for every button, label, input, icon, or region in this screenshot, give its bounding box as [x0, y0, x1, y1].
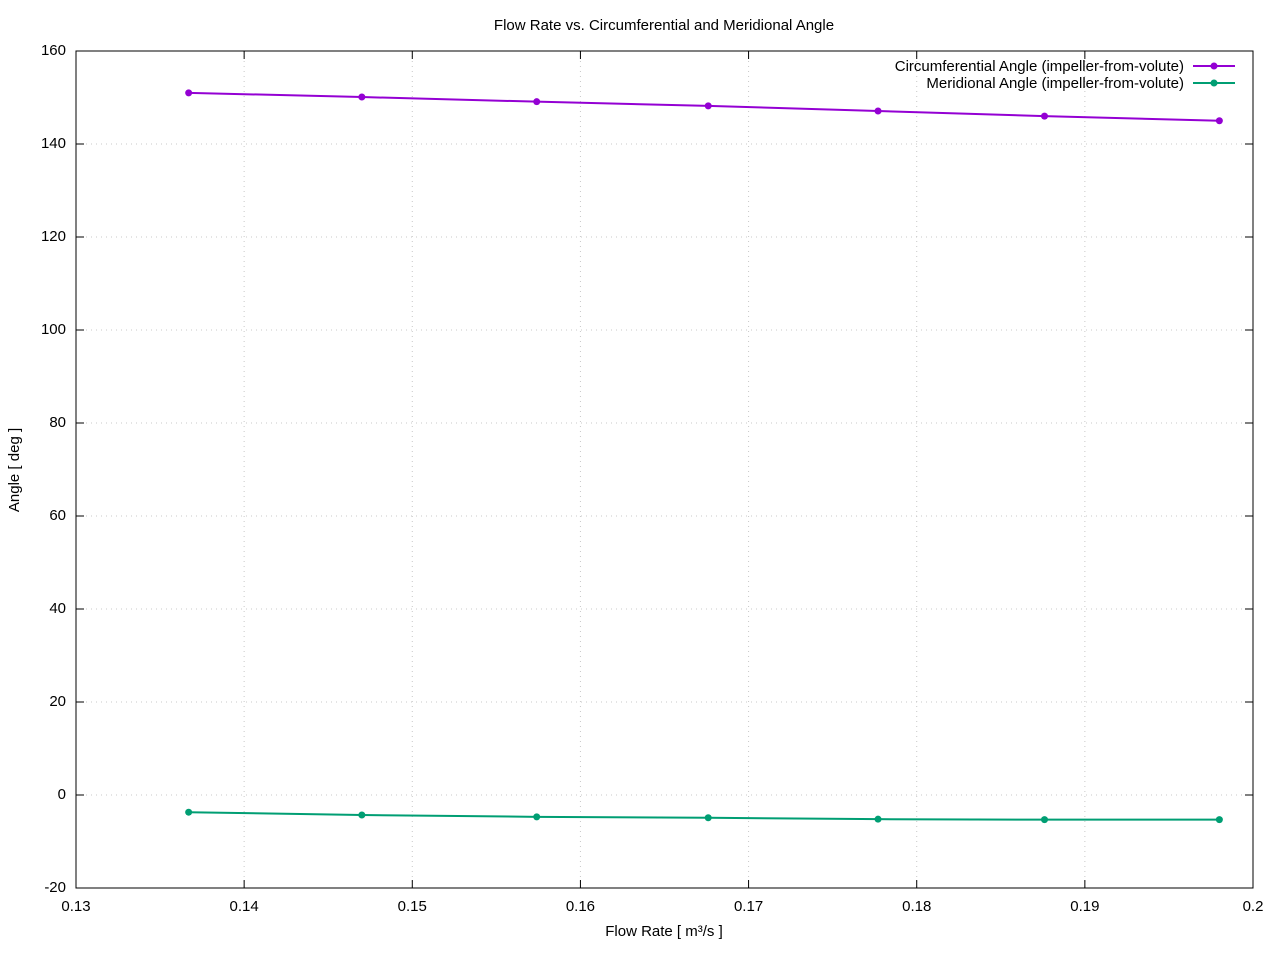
data-point	[185, 89, 193, 97]
data-point	[704, 814, 712, 822]
data-point	[533, 98, 541, 106]
data-point	[874, 815, 882, 823]
data-point	[1041, 112, 1049, 120]
y-tick-label: 140	[41, 135, 66, 152]
y-tick-label: 120	[41, 228, 66, 245]
x-tick-label: 0.15	[398, 898, 427, 915]
legend-marker	[1210, 79, 1218, 87]
legend-marker	[1210, 62, 1218, 70]
y-axis-label: Angle [ deg ]	[6, 428, 23, 512]
y-tick-label: 160	[41, 42, 66, 59]
data-point	[185, 808, 193, 816]
y-tick-label: 100	[41, 321, 66, 338]
data-point	[1215, 816, 1223, 824]
y-tick-label: 80	[49, 414, 66, 431]
x-tick-label: 0.16	[566, 898, 595, 915]
x-tick-label: 0.18	[902, 898, 931, 915]
x-axis-label: Flow Rate [ m³/s ]	[605, 923, 723, 940]
x-tick-label: 0.2	[1243, 898, 1264, 915]
y-tick-label: 20	[49, 693, 66, 710]
data-point	[533, 813, 541, 821]
chart-title: Flow Rate vs. Circumferential and Meridi…	[494, 17, 834, 34]
data-point	[358, 93, 366, 101]
x-tick-label: 0.13	[61, 898, 90, 915]
data-point	[1215, 117, 1223, 125]
legend-label: Meridional Angle (impeller-from-volute)	[926, 75, 1184, 92]
y-tick-label: 40	[49, 600, 66, 617]
x-tick-label: 0.19	[1070, 898, 1099, 915]
legend-label: Circumferential Angle (impeller-from-vol…	[895, 58, 1184, 75]
series-line	[188, 91, 1220, 122]
series-line	[188, 811, 1220, 821]
y-tick-label: -20	[44, 879, 66, 896]
x-tick-label: 0.14	[230, 898, 259, 915]
data-point	[358, 811, 366, 819]
data-point	[874, 107, 882, 115]
x-tick-label: 0.17	[734, 898, 763, 915]
y-tick-label: 60	[49, 507, 66, 524]
data-point	[704, 102, 712, 110]
data-point	[1041, 816, 1049, 824]
plot-frame	[75, 50, 1254, 889]
y-tick-label: 0	[58, 786, 66, 803]
